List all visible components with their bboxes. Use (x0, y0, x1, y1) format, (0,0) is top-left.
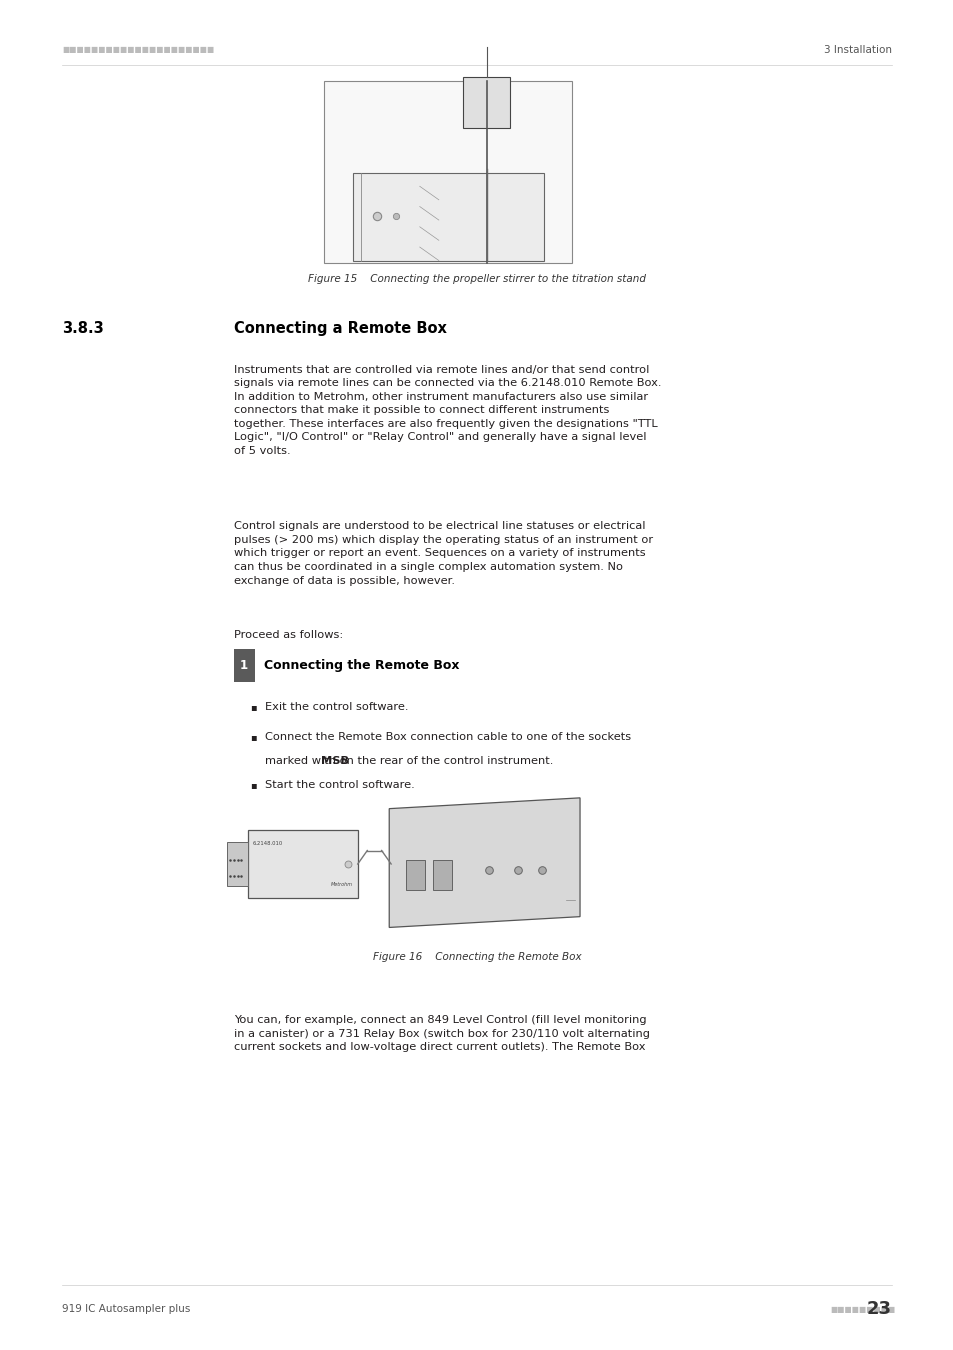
Text: Connect the Remote Box connection cable to one of the sockets: Connect the Remote Box connection cable … (265, 732, 631, 741)
Text: You can, for example, connect an 849 Level Control (fill level monitoring
in a c: You can, for example, connect an 849 Lev… (233, 1015, 649, 1053)
FancyBboxPatch shape (324, 81, 572, 263)
Text: Control signals are understood to be electrical line statuses or electrical
puls: Control signals are understood to be ele… (233, 521, 652, 586)
Polygon shape (389, 798, 579, 927)
Text: Metrohm: Metrohm (331, 882, 353, 887)
Text: Start the control software.: Start the control software. (265, 780, 415, 790)
FancyBboxPatch shape (233, 649, 254, 682)
Text: ■■■■■■■■■■■■■■■■■■■■■: ■■■■■■■■■■■■■■■■■■■■■ (62, 46, 214, 54)
FancyBboxPatch shape (406, 860, 425, 890)
Text: 6.2148.010: 6.2148.010 (253, 841, 283, 846)
Text: ▪: ▪ (250, 780, 256, 790)
Text: 23: 23 (866, 1300, 891, 1319)
Text: Connecting a Remote Box: Connecting a Remote Box (233, 321, 446, 336)
Text: 919 IC Autosampler plus: 919 IC Autosampler plus (62, 1304, 191, 1315)
FancyBboxPatch shape (433, 860, 452, 890)
Text: 1: 1 (240, 659, 248, 672)
FancyBboxPatch shape (353, 173, 543, 261)
Text: 3.8.3: 3.8.3 (62, 321, 104, 336)
Text: marked with: marked with (265, 756, 339, 765)
FancyBboxPatch shape (462, 77, 510, 128)
Text: 3 Installation: 3 Installation (823, 45, 891, 55)
FancyBboxPatch shape (227, 842, 248, 886)
Text: MSB: MSB (320, 756, 349, 765)
Text: Figure 15    Connecting the propeller stirrer to the titration stand: Figure 15 Connecting the propeller stirr… (308, 274, 645, 284)
Text: Exit the control software.: Exit the control software. (265, 702, 408, 711)
Text: ▪: ▪ (250, 702, 256, 711)
Text: on the rear of the control instrument.: on the rear of the control instrument. (335, 756, 553, 765)
Text: ▪: ▪ (250, 732, 256, 741)
Text: Instruments that are controlled via remote lines and/or that send control
signal: Instruments that are controlled via remo… (233, 364, 660, 456)
Text: Connecting the Remote Box: Connecting the Remote Box (264, 659, 459, 672)
Text: ■■■■■■■■■: ■■■■■■■■■ (829, 1305, 894, 1314)
Text: Figure 16    Connecting the Remote Box: Figure 16 Connecting the Remote Box (373, 952, 580, 961)
Text: Proceed as follows:: Proceed as follows: (233, 630, 343, 640)
FancyBboxPatch shape (248, 830, 357, 898)
